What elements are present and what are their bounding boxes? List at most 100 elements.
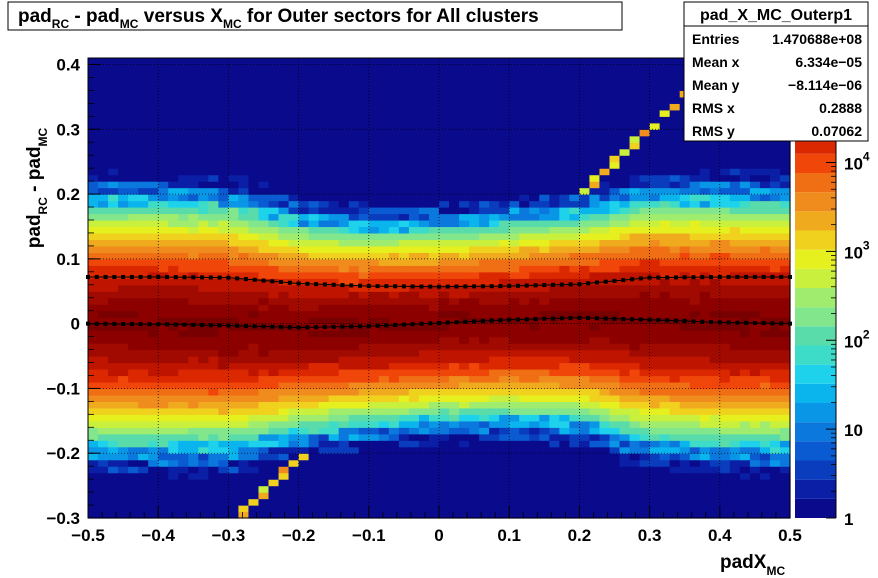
heatmap-cell bbox=[769, 420, 781, 428]
heatmap-cell bbox=[759, 498, 771, 506]
heatmap-cell bbox=[439, 77, 450, 85]
heatmap-cell bbox=[208, 375, 219, 383]
heatmap-cell bbox=[739, 304, 751, 312]
heatmap-cell bbox=[759, 155, 771, 163]
heatmap-cell bbox=[198, 466, 209, 474]
heatmap-cell bbox=[619, 498, 631, 506]
heatmap-cell bbox=[709, 349, 721, 357]
heatmap-cell bbox=[619, 64, 631, 72]
heatmap-cell bbox=[739, 187, 751, 195]
heatmap-cell bbox=[729, 258, 741, 266]
heatmap-cell bbox=[489, 226, 500, 234]
heatmap-cell bbox=[378, 492, 390, 500]
heatmap-cell bbox=[238, 90, 250, 98]
heatmap-cell bbox=[739, 213, 751, 221]
heatmap-cell bbox=[298, 492, 310, 500]
heatmap-cell bbox=[679, 440, 691, 448]
heatmap-cell bbox=[418, 304, 430, 312]
heatmap-cell bbox=[198, 258, 209, 266]
heatmap-cell bbox=[298, 466, 310, 474]
heatmap-cell bbox=[428, 485, 440, 493]
heatmap-cell bbox=[128, 349, 139, 357]
heatmap-cell bbox=[208, 265, 219, 273]
heatmap-cell bbox=[749, 297, 761, 305]
heatmap-cell bbox=[779, 381, 791, 390]
heatmap-cell bbox=[669, 161, 681, 169]
heatmap-cell bbox=[308, 446, 320, 454]
heatmap-cell bbox=[519, 485, 530, 493]
heatmap-cell bbox=[599, 479, 611, 487]
heatmap-cell bbox=[619, 362, 631, 370]
heatmap-cell bbox=[348, 148, 360, 156]
heatmap-cell bbox=[148, 420, 159, 428]
heatmap-cell bbox=[338, 219, 350, 228]
heatmap-cell bbox=[268, 375, 280, 383]
heatmap-cell bbox=[138, 297, 149, 305]
heatmap-cell bbox=[238, 213, 250, 221]
heatmap-cell bbox=[328, 492, 340, 500]
heatmap-cell bbox=[248, 142, 260, 150]
heatmap-cell bbox=[238, 232, 250, 241]
heatmap-cell bbox=[248, 181, 260, 189]
heatmap-cell bbox=[589, 356, 601, 364]
heatmap-cell bbox=[238, 278, 250, 286]
heatmap-cell bbox=[469, 122, 480, 130]
heatmap-cell bbox=[719, 368, 731, 377]
heatmap-cell bbox=[378, 310, 390, 318]
heatmap-cell bbox=[408, 317, 420, 325]
heatmap-cell bbox=[769, 427, 781, 435]
heatmap-cell bbox=[759, 505, 771, 513]
heatmap-cell bbox=[599, 64, 611, 72]
heatmap-cell bbox=[358, 297, 370, 305]
heatmap-cell bbox=[509, 271, 520, 279]
heatmap-cell bbox=[178, 187, 189, 195]
heatmap-cell bbox=[759, 232, 771, 241]
heatmap-cell bbox=[178, 485, 189, 493]
heatmap-cell bbox=[569, 291, 580, 299]
heatmap-cell bbox=[489, 291, 500, 299]
heatmap-cell bbox=[479, 323, 490, 331]
heatmap-cell bbox=[649, 297, 661, 305]
heatmap-cell bbox=[759, 278, 771, 286]
heatmap-cell bbox=[529, 265, 540, 273]
heatmap-cell bbox=[729, 440, 741, 448]
heatmap-cell bbox=[479, 375, 490, 383]
heatmap-cell bbox=[288, 239, 300, 247]
heatmap-cell bbox=[749, 239, 761, 247]
heatmap-cell bbox=[459, 148, 470, 156]
heatmap-cell bbox=[178, 459, 189, 467]
heatmap-cell bbox=[759, 168, 771, 176]
heatmap-cell bbox=[108, 492, 119, 500]
heatmap-cell bbox=[418, 284, 430, 292]
heatmap-cell bbox=[549, 122, 560, 130]
heatmap-cell bbox=[128, 343, 139, 351]
heatmap-cell bbox=[148, 122, 159, 130]
heatmap-cell bbox=[298, 330, 310, 338]
heatmap-cell bbox=[258, 362, 270, 370]
heatmap-cell bbox=[368, 362, 380, 370]
heatmap-cell bbox=[559, 90, 570, 98]
heatmap-cell bbox=[509, 375, 520, 383]
heatmap-cell bbox=[559, 200, 570, 208]
heatmap-cell bbox=[398, 453, 410, 461]
heatmap-cell bbox=[308, 349, 320, 357]
heatmap-cell bbox=[208, 446, 219, 454]
heatmap-cell bbox=[128, 453, 139, 461]
heatmap-cell bbox=[148, 142, 159, 150]
heatmap-cell bbox=[288, 187, 300, 195]
heatmap-cell bbox=[178, 381, 189, 390]
heatmap-cell bbox=[729, 291, 741, 299]
heatmap-cell bbox=[308, 401, 320, 409]
heatmap-cell bbox=[108, 187, 119, 195]
heatmap-cell bbox=[529, 213, 540, 221]
heatmap-cell bbox=[118, 375, 129, 383]
heatmap-cell bbox=[148, 168, 159, 176]
heatmap-cell bbox=[258, 297, 270, 305]
heatmap-cell bbox=[218, 109, 229, 117]
heatmap-cell bbox=[459, 394, 470, 402]
heatmap-cell bbox=[519, 375, 530, 383]
heatmap-cell bbox=[168, 278, 179, 286]
heatmap-cell bbox=[609, 304, 621, 312]
heatmap-cell bbox=[579, 310, 591, 318]
heatmap-cell bbox=[408, 161, 420, 169]
